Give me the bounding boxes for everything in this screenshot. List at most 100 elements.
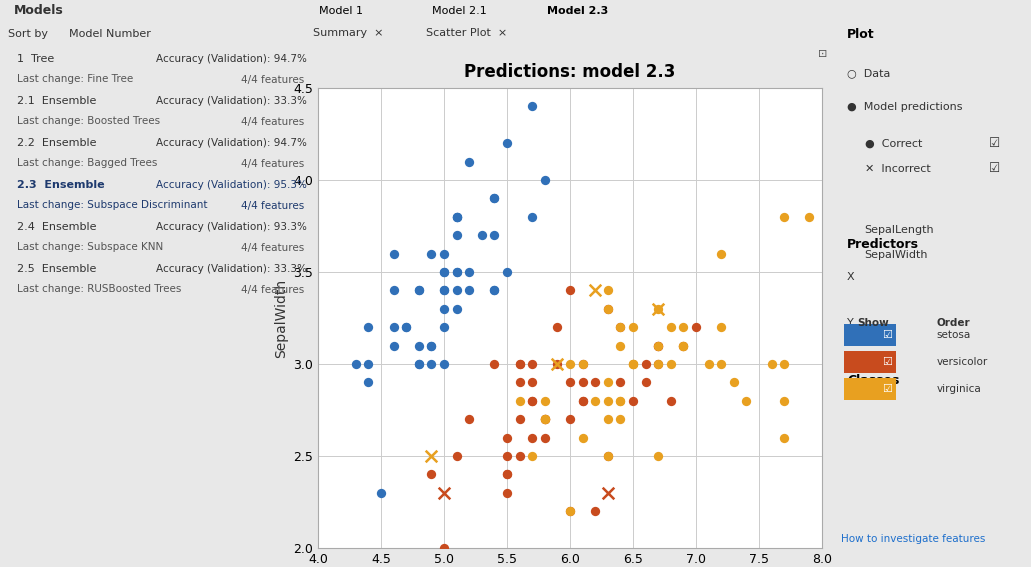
Point bbox=[600, 304, 617, 314]
Y-axis label: SepalWidth: SepalWidth bbox=[273, 278, 288, 358]
Point bbox=[600, 451, 617, 460]
Point bbox=[600, 488, 617, 497]
Point bbox=[499, 488, 516, 497]
Text: 4/4 features: 4/4 features bbox=[240, 201, 304, 210]
Text: Last change: Fine Tree: Last change: Fine Tree bbox=[16, 74, 133, 84]
Text: Last change: Bagged Trees: Last change: Bagged Trees bbox=[16, 159, 158, 168]
Point bbox=[650, 341, 666, 350]
Text: Models: Models bbox=[14, 5, 64, 18]
Text: Plot: Plot bbox=[847, 28, 874, 41]
Point bbox=[700, 359, 717, 369]
Point bbox=[448, 212, 465, 221]
Point bbox=[410, 286, 427, 295]
Point bbox=[461, 157, 477, 166]
Point bbox=[360, 359, 376, 369]
Point bbox=[562, 378, 578, 387]
Point bbox=[550, 359, 566, 369]
Text: SepalWidth: SepalWidth bbox=[864, 250, 928, 260]
Point bbox=[398, 323, 414, 332]
Point bbox=[386, 249, 402, 258]
Point bbox=[347, 359, 364, 369]
Point bbox=[726, 378, 742, 387]
Point bbox=[536, 414, 553, 424]
Point bbox=[423, 451, 439, 460]
Text: 4/4 features: 4/4 features bbox=[240, 74, 304, 84]
Point bbox=[511, 451, 528, 460]
Point bbox=[650, 359, 666, 369]
Point bbox=[688, 323, 704, 332]
Point bbox=[776, 396, 793, 405]
Point bbox=[511, 414, 528, 424]
Point bbox=[386, 286, 402, 295]
Point bbox=[625, 396, 641, 405]
Point bbox=[461, 268, 477, 277]
Text: ✕  Incorrect: ✕ Incorrect bbox=[865, 163, 931, 174]
Text: 4/4 features: 4/4 features bbox=[240, 159, 304, 168]
Point bbox=[637, 359, 654, 369]
Point bbox=[587, 378, 603, 387]
Point bbox=[487, 194, 503, 203]
Bar bbox=[844, 378, 896, 400]
Point bbox=[436, 359, 453, 369]
Text: X: X bbox=[847, 272, 855, 282]
Point bbox=[625, 359, 641, 369]
Point bbox=[587, 507, 603, 516]
Text: Model 1: Model 1 bbox=[319, 6, 363, 16]
Point bbox=[461, 414, 477, 424]
Text: 4/4 features: 4/4 features bbox=[240, 243, 304, 252]
Bar bbox=[844, 324, 896, 346]
Point bbox=[574, 359, 591, 369]
Text: Model Number: Model Number bbox=[69, 29, 151, 39]
Point bbox=[448, 212, 465, 221]
Text: 2.3  Ensemble: 2.3 Ensemble bbox=[16, 180, 104, 189]
Point bbox=[499, 470, 516, 479]
Point bbox=[663, 359, 679, 369]
Title: Predictions: model 2.3: Predictions: model 2.3 bbox=[464, 63, 675, 81]
Point bbox=[612, 323, 629, 332]
Text: Last change: RUSBoosted Trees: Last change: RUSBoosted Trees bbox=[16, 285, 181, 294]
Point bbox=[410, 286, 427, 295]
Point bbox=[524, 378, 540, 387]
Point bbox=[625, 359, 641, 369]
Text: ☑: ☑ bbox=[882, 330, 892, 340]
Point bbox=[436, 249, 453, 258]
Point bbox=[461, 286, 477, 295]
Point bbox=[360, 323, 376, 332]
Point bbox=[587, 396, 603, 405]
Text: Accuracy (Validation): 94.7%: Accuracy (Validation): 94.7% bbox=[156, 53, 306, 64]
Text: Classes: Classes bbox=[847, 374, 899, 387]
Point bbox=[650, 304, 666, 314]
Point bbox=[499, 451, 516, 460]
Point bbox=[600, 414, 617, 424]
Point bbox=[423, 359, 439, 369]
Text: Scatter Plot  ×: Scatter Plot × bbox=[426, 28, 507, 38]
Point bbox=[436, 323, 453, 332]
Point bbox=[536, 414, 553, 424]
Point bbox=[524, 359, 540, 369]
Text: 2.2  Ensemble: 2.2 Ensemble bbox=[16, 138, 97, 147]
Point bbox=[600, 451, 617, 460]
Text: ●  Model predictions: ● Model predictions bbox=[847, 102, 963, 112]
Text: ☑: ☑ bbox=[989, 137, 1000, 150]
Point bbox=[524, 433, 540, 442]
Point bbox=[524, 396, 540, 405]
Text: Predictors: Predictors bbox=[847, 238, 919, 251]
Point bbox=[436, 286, 453, 295]
Point bbox=[487, 194, 503, 203]
Point bbox=[562, 507, 578, 516]
Point bbox=[524, 451, 540, 460]
Point bbox=[663, 323, 679, 332]
Point bbox=[763, 359, 779, 369]
Point bbox=[448, 304, 465, 314]
Text: ●  Correct: ● Correct bbox=[865, 139, 923, 149]
Text: ☑: ☑ bbox=[882, 384, 892, 394]
Text: 2.1  Ensemble: 2.1 Ensemble bbox=[16, 95, 96, 105]
Point bbox=[713, 359, 730, 369]
Point bbox=[360, 378, 376, 387]
Point bbox=[562, 414, 578, 424]
Point bbox=[448, 212, 465, 221]
Point bbox=[398, 323, 414, 332]
Point bbox=[448, 451, 465, 460]
Text: 4/4 features: 4/4 features bbox=[240, 285, 304, 294]
Text: versicolor: versicolor bbox=[937, 357, 988, 367]
